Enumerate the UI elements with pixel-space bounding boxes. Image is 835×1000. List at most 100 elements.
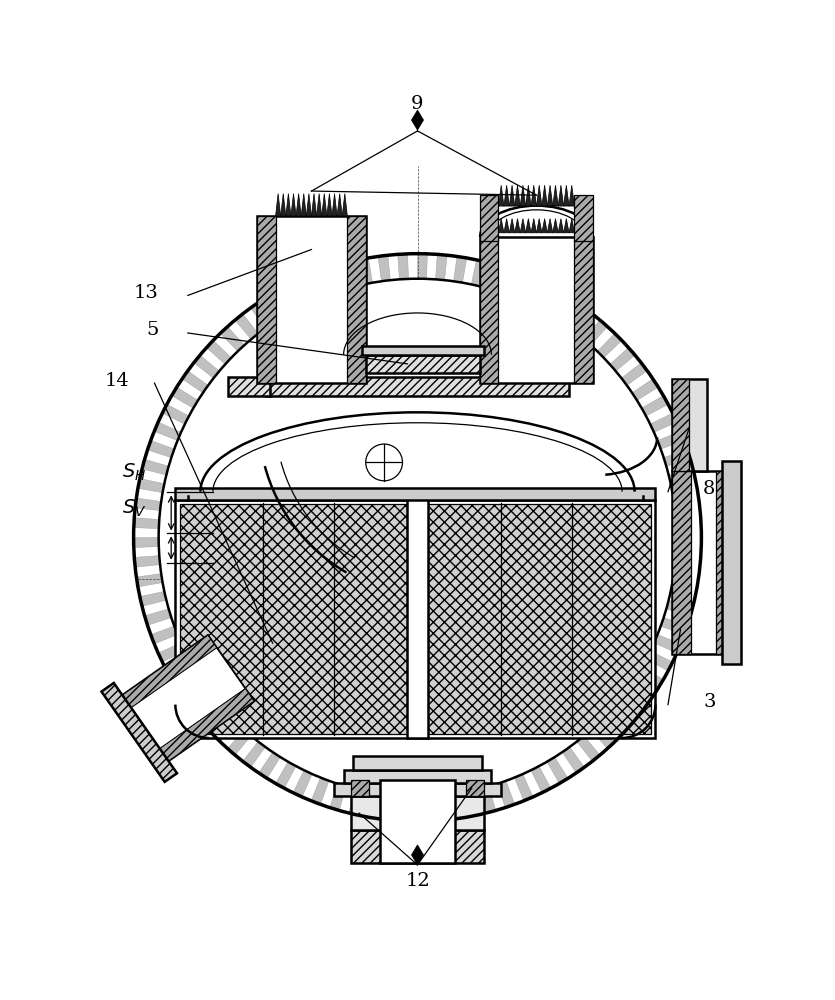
Wedge shape	[144, 609, 171, 625]
Polygon shape	[102, 683, 177, 782]
Wedge shape	[368, 792, 382, 819]
Text: 14: 14	[104, 372, 129, 390]
Wedge shape	[674, 565, 700, 577]
Wedge shape	[194, 355, 220, 378]
Polygon shape	[531, 185, 536, 206]
Wedge shape	[284, 282, 304, 309]
Wedge shape	[302, 274, 321, 301]
Bar	[480, 237, 593, 383]
Wedge shape	[554, 297, 576, 323]
Polygon shape	[316, 194, 321, 216]
Polygon shape	[514, 185, 520, 206]
Wedge shape	[641, 396, 668, 416]
Wedge shape	[250, 302, 273, 328]
Polygon shape	[548, 185, 553, 206]
Wedge shape	[188, 690, 214, 712]
Polygon shape	[531, 219, 536, 233]
Circle shape	[159, 279, 676, 796]
Bar	[672, 379, 689, 471]
Polygon shape	[558, 219, 564, 233]
Wedge shape	[539, 287, 559, 313]
Wedge shape	[523, 278, 542, 305]
Bar	[257, 216, 276, 383]
Wedge shape	[666, 600, 693, 616]
Polygon shape	[342, 194, 347, 216]
Wedge shape	[293, 770, 312, 797]
Bar	[480, 237, 498, 383]
Wedge shape	[134, 538, 159, 547]
Wedge shape	[151, 626, 178, 644]
Polygon shape	[123, 635, 216, 708]
Wedge shape	[590, 724, 615, 749]
Bar	[175, 500, 655, 738]
Wedge shape	[177, 675, 203, 696]
Wedge shape	[321, 268, 337, 294]
Bar	[366, 355, 480, 373]
Polygon shape	[332, 194, 337, 216]
Polygon shape	[536, 185, 542, 206]
Wedge shape	[480, 786, 496, 813]
Bar	[351, 780, 369, 796]
Wedge shape	[471, 260, 486, 286]
Polygon shape	[276, 194, 281, 216]
Wedge shape	[243, 742, 266, 767]
Bar	[716, 471, 735, 654]
Bar	[334, 783, 501, 796]
Wedge shape	[154, 422, 181, 441]
Wedge shape	[267, 292, 288, 318]
Wedge shape	[498, 781, 514, 808]
Wedge shape	[444, 794, 457, 820]
Polygon shape	[311, 194, 316, 216]
Polygon shape	[291, 194, 296, 216]
Wedge shape	[162, 404, 189, 424]
Bar	[574, 237, 593, 383]
Wedge shape	[235, 314, 258, 339]
Wedge shape	[547, 757, 568, 783]
Wedge shape	[657, 431, 684, 449]
Wedge shape	[637, 667, 663, 688]
Wedge shape	[259, 752, 281, 778]
Wedge shape	[562, 747, 584, 773]
Wedge shape	[676, 547, 701, 557]
Polygon shape	[159, 689, 254, 761]
Polygon shape	[569, 185, 574, 206]
Text: $S_H$: $S_H$	[122, 462, 146, 483]
Wedge shape	[463, 791, 477, 817]
Bar	[180, 504, 413, 734]
Bar	[257, 216, 366, 383]
Bar	[574, 195, 593, 241]
Text: 13: 13	[134, 284, 159, 302]
Wedge shape	[397, 254, 408, 279]
Wedge shape	[358, 258, 372, 284]
Wedge shape	[650, 413, 677, 432]
Polygon shape	[526, 185, 531, 206]
Polygon shape	[281, 194, 286, 216]
Polygon shape	[564, 185, 569, 206]
Polygon shape	[498, 185, 504, 206]
Wedge shape	[577, 736, 600, 761]
Text: 9: 9	[412, 95, 423, 113]
Bar	[672, 471, 735, 654]
Wedge shape	[142, 459, 169, 475]
Polygon shape	[509, 185, 514, 206]
Wedge shape	[378, 255, 391, 281]
Wedge shape	[158, 643, 185, 662]
Wedge shape	[134, 556, 160, 567]
Bar	[672, 471, 691, 654]
Wedge shape	[182, 371, 208, 393]
Bar	[266, 377, 569, 396]
Wedge shape	[134, 518, 159, 529]
Wedge shape	[506, 271, 524, 298]
Wedge shape	[669, 469, 696, 484]
Wedge shape	[407, 796, 418, 821]
Bar	[672, 379, 707, 471]
Wedge shape	[206, 340, 231, 364]
Polygon shape	[542, 185, 548, 206]
Wedge shape	[621, 363, 647, 385]
Polygon shape	[296, 194, 301, 216]
Wedge shape	[349, 789, 364, 815]
Wedge shape	[148, 440, 175, 458]
Bar	[347, 216, 366, 383]
Wedge shape	[418, 254, 428, 279]
Polygon shape	[326, 194, 332, 216]
